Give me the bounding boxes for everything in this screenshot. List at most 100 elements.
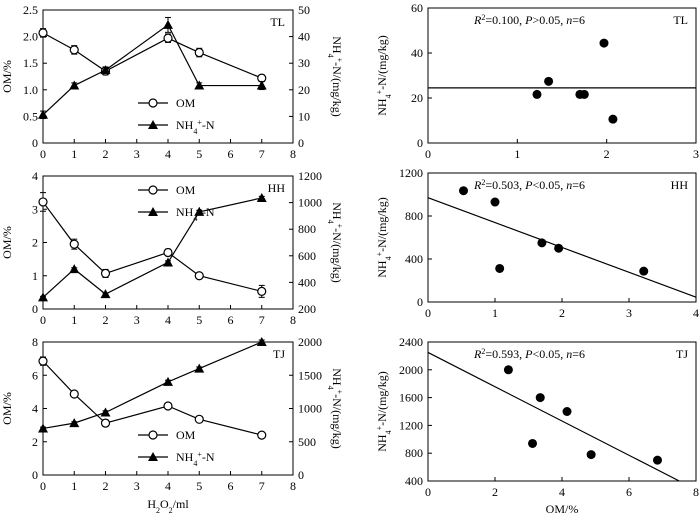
hh-time-x-tick-label: 8 <box>290 313 296 327</box>
tj-time-legend-marker <box>148 452 158 461</box>
tj-time-y-left-tick-label: 8 <box>32 335 38 349</box>
tl-time-y-left-tick-label: 1.0 <box>23 83 38 97</box>
tl-time-x-tick-label: 1 <box>71 147 77 161</box>
tj-time-site-label: TJ <box>273 347 285 361</box>
tl-corr-site-label: TL <box>673 13 688 27</box>
tj-time-data-point <box>69 418 80 428</box>
tl-time-panel: 0 1 2 3 4 5 6 7 8 TL 0 0.5 1.0 1.5 2.0 2.5 0 10 20 30 40 50 OM… <box>0 3 345 161</box>
tj-time-legend-marker <box>148 430 158 440</box>
tl-time-y-right-label: NH4+-N/(mg/kg) <box>327 36 345 117</box>
tj-corr-x-tick-label: 0 <box>425 485 431 499</box>
tj-time-y-left-tick-label: 0 <box>32 468 38 482</box>
tj-corr-site-label: TJ <box>676 347 688 361</box>
tj-corr-x-tick-label: 6 <box>626 485 632 499</box>
hh-time-y-left-label: OM/% <box>0 226 14 259</box>
tj-time-x-tick-label: 2 <box>103 479 109 493</box>
hh-time-data-point <box>38 292 48 302</box>
hh-time-x-tick-label: 7 <box>259 313 265 327</box>
tj-corr-stat-annotation: R2=0.593, P<0.05, n=6 <box>473 347 585 362</box>
tj-time-y-right-tick-label: 500 <box>298 435 316 449</box>
tl-corr-y-tick-label: 40 <box>411 46 423 60</box>
hh-time-y-left-tick-label: 2 <box>32 236 38 250</box>
tj-time-data-point <box>194 363 205 373</box>
hh-time-y-left-tick-label: 4 <box>32 169 38 183</box>
tl-time-legend-label: OM <box>176 96 196 110</box>
hh-corr-y-tick-label: 0 <box>417 295 423 309</box>
hh-time-y-right-tick-label: 200 <box>298 302 316 316</box>
hh-time-x-tick-label: 3 <box>134 313 140 327</box>
tl-corr-points <box>532 38 618 124</box>
tj-time-x-tick-label: 4 <box>165 479 171 493</box>
tj-time-data-point <box>257 430 267 440</box>
tj-corr-panel: 0 2 4 6 8 TJ 400 800 1200 1600 2000 2400 NH4+-N/(mg/… <box>375 335 700 516</box>
tj-corr-data-point <box>528 438 538 448</box>
hh-time-y-left-tick-label: 3 <box>32 202 38 216</box>
tj-time-series-nh4 <box>38 337 267 433</box>
tl-corr-y-tick-label: 20 <box>411 91 423 105</box>
tj-time-legend-label: NH4+-N <box>176 450 215 468</box>
tl-corr-data-point <box>608 114 618 124</box>
tl-time-data-point <box>100 65 111 75</box>
hh-time-y-right-tick-label: 800 <box>298 222 316 236</box>
tj-time-data-point <box>100 418 111 428</box>
hh-corr-data-point <box>537 238 547 248</box>
tj-corr-fit-line <box>427 351 680 482</box>
tl-time-y-left-tick-label: 0 <box>32 136 38 150</box>
tj-time-x-tick-label: 1 <box>71 479 77 493</box>
tj-time-x-tick-label: 7 <box>259 479 265 493</box>
hh-time-legend: OM NH4+-N <box>138 183 215 223</box>
hh-corr-x-tick-label: 2 <box>559 306 565 320</box>
hh-time-x-tick-label: 4 <box>165 313 171 327</box>
tj-time-y-right-tick-label: 1500 <box>298 368 322 382</box>
tj-time-x-tick-label: 8 <box>290 479 296 493</box>
tj-time-x-tick-label: 3 <box>134 479 140 493</box>
hh-time-y-right-label: NH4+-N/(mg/kg) <box>327 202 345 283</box>
hh-corr-stat-annotation: R2=0.503, P<0.05, n=6 <box>473 178 585 193</box>
hh-time-data-point <box>257 286 267 296</box>
hh-corr-data-point <box>554 243 564 253</box>
tl-time-data-point <box>163 19 173 29</box>
tl-time-x-tick-label: 5 <box>196 147 202 161</box>
hh-time-data-point <box>100 289 111 299</box>
tj-corr-y-tick-label: 800 <box>405 446 423 460</box>
tl-time-y-right-tick-label: 20 <box>298 83 310 97</box>
hh-corr-data-point <box>639 266 649 276</box>
tl-time-x-tick-label: 6 <box>228 147 234 161</box>
hh-time-y-right-tick-label: 400 <box>298 275 316 289</box>
tj-time-x-label: H2O2/ml <box>147 497 189 515</box>
tl-time-data-point <box>194 47 204 58</box>
tl-corr-y-tick-label: 0 <box>417 136 423 150</box>
hh-corr-y-tick-label: 400 <box>405 252 423 266</box>
tl-time-series-line <box>42 32 262 79</box>
hh-time-data-point <box>163 247 173 258</box>
tj-time-data-point <box>38 423 48 433</box>
hh-corr-points <box>459 186 649 276</box>
tj-corr-x-tick-label: 2 <box>492 485 498 499</box>
hh-time-panel: 0 1 2 3 4 5 6 7 8 HH 0 1 2 3 4 200 400 600 800 1000 1200 OM/%… <box>0 169 345 327</box>
tl-time-data-point <box>256 80 267 90</box>
hh-time-series-line <box>42 197 262 298</box>
tj-time-series-line <box>42 360 262 436</box>
hh-time-data-point <box>69 239 79 249</box>
tl-time-y-right-tick-label: 10 <box>298 109 310 123</box>
hh-time-y-left-tick-label: 0 <box>32 302 38 316</box>
tl-time-data-point <box>69 80 80 90</box>
tj-time-series-om <box>38 356 267 440</box>
tl-time-x-tick-label: 7 <box>259 147 265 161</box>
hh-time-legend-marker <box>148 207 158 216</box>
tl-corr-y-label: NH4+-N/(mg/kg) <box>375 35 393 116</box>
hh-time-data-point <box>100 268 111 279</box>
tl-time-x-tick-label: 0 <box>40 147 46 161</box>
tj-corr-x-tick-label: 8 <box>693 485 699 499</box>
hh-time-x-tick-label: 6 <box>228 313 234 327</box>
hh-corr-x-tick-label: 1 <box>492 306 498 320</box>
tj-corr-y-tick-label: 1600 <box>399 391 423 405</box>
tj-corr-y-tick-label: 400 <box>405 474 423 488</box>
tl-time-site-label: TL <box>270 15 285 29</box>
hh-time-series-nh4 <box>38 192 267 302</box>
tl-time-x-tick-label: 8 <box>290 147 296 161</box>
hh-corr-x-tick-label: 0 <box>425 306 431 320</box>
hh-time-y-right-tick-label: 1000 <box>298 196 322 210</box>
hh-time-x-tick-label: 1 <box>71 313 77 327</box>
